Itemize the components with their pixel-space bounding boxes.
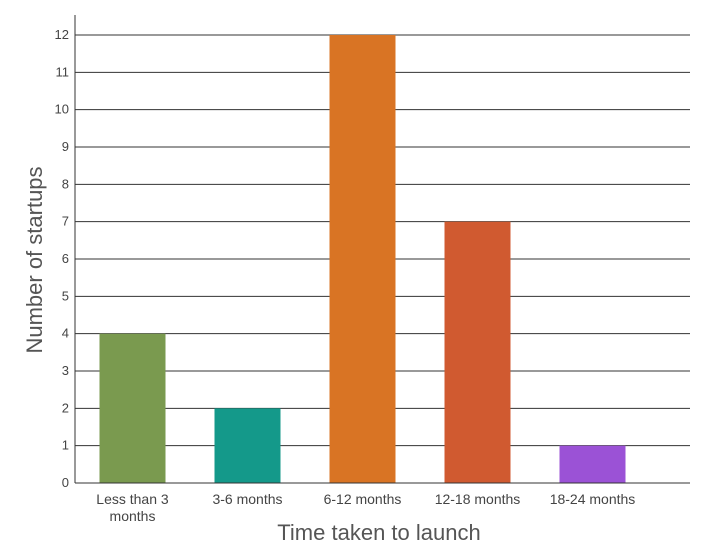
x-category-label: 12-18 months bbox=[435, 491, 521, 507]
bar bbox=[444, 221, 511, 483]
y-tick-label: 0 bbox=[62, 475, 69, 490]
y-tick-label: 2 bbox=[62, 400, 69, 415]
y-tick-label: 4 bbox=[62, 326, 69, 341]
y-tick-label: 10 bbox=[55, 102, 69, 117]
bar bbox=[329, 35, 396, 483]
x-category-label: Less than 3 bbox=[96, 491, 169, 507]
y-tick-label: 6 bbox=[62, 251, 69, 266]
y-tick-label: 5 bbox=[62, 288, 69, 303]
x-axis-title: Time taken to launch bbox=[277, 520, 480, 545]
axes bbox=[74, 15, 690, 484]
bar bbox=[559, 445, 626, 483]
x-category-label: 6-12 months bbox=[324, 491, 402, 507]
y-tick-label: 8 bbox=[62, 176, 69, 191]
bars bbox=[99, 35, 626, 483]
x-category-label: 18-24 months bbox=[550, 491, 636, 507]
y-tick-label: 12 bbox=[55, 27, 69, 42]
bar bbox=[214, 408, 281, 483]
y-tick-label: 3 bbox=[62, 363, 69, 378]
y-tick-label: 9 bbox=[62, 139, 69, 154]
bar bbox=[99, 333, 166, 483]
y-tick-label: 11 bbox=[56, 64, 70, 79]
y-tick-label: 1 bbox=[62, 438, 69, 453]
y-tick-label: 7 bbox=[62, 214, 69, 229]
y-axis-title: Number of startups bbox=[22, 166, 47, 353]
x-category-label: 3-6 months bbox=[212, 491, 282, 507]
x-category-label: months bbox=[110, 508, 156, 524]
